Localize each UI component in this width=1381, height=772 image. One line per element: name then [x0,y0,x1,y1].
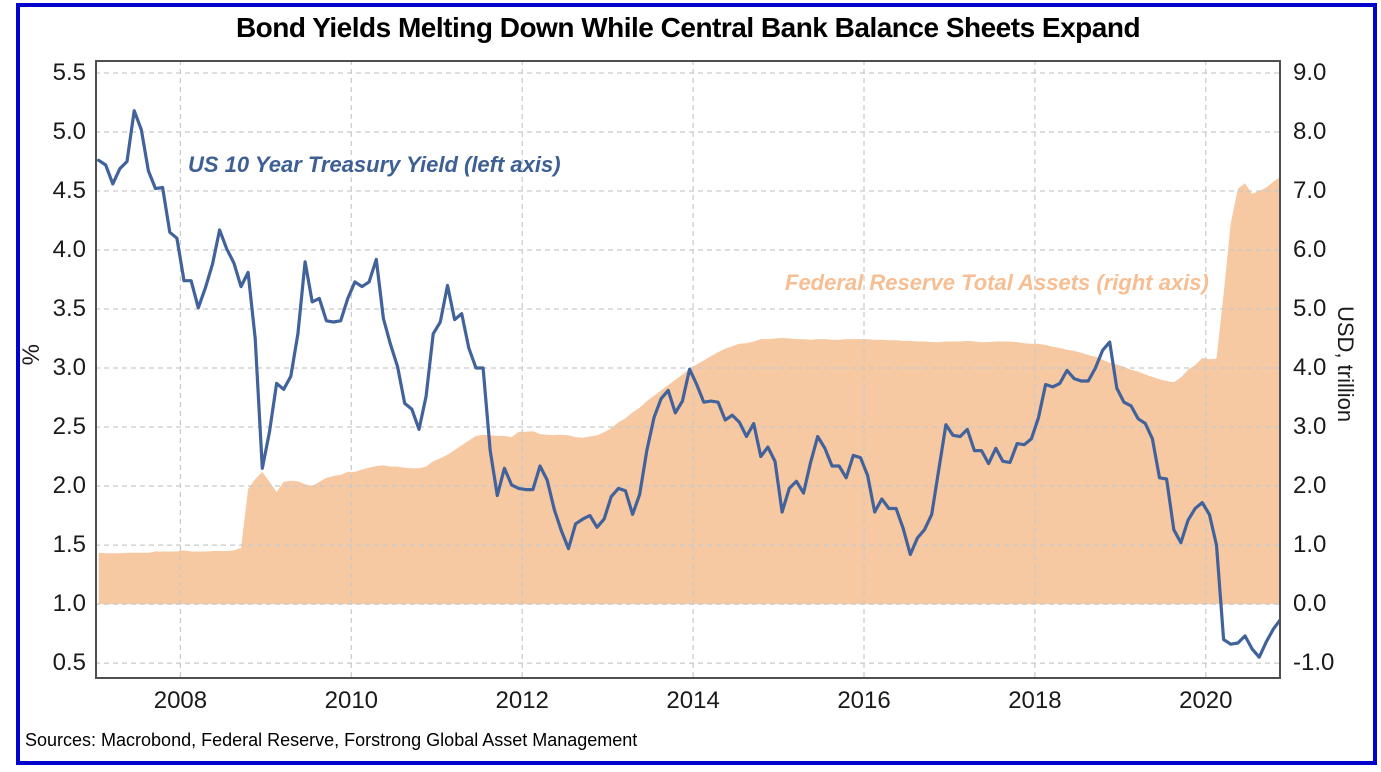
y-right-tick-label: 5.0 [1293,295,1327,323]
y-left-tick-label: 2.0 [52,472,86,500]
y-left-tick-label: 1.0 [52,590,86,618]
y-right-tick-label: 0.0 [1293,590,1327,618]
y-right-tick-label: 2.0 [1293,472,1327,500]
plot-area: US 10 Year Treasury Yield (left axis) Fe… [95,60,1281,679]
treasury-yield-line [96,109,1281,659]
plot-frame [95,60,1281,679]
y-left-tick-label: 1.5 [52,531,86,559]
y-left-tick-label: 3.5 [52,295,86,323]
x-tick-label: 2008 [153,687,208,714]
y-left-tick-label: 4.5 [52,176,86,204]
y-left-tick-label: 5.0 [52,117,86,145]
y-right-tick-label: 1.0 [1293,531,1327,559]
y-right-tick-label: 4.0 [1293,354,1327,382]
y-left-tick-label: 3.0 [52,354,86,382]
chart-title: Bond Yields Melting Down While Central B… [235,12,1141,43]
series-label-treasury-yield: US 10 Year Treasury Yield (left axis) [188,152,561,177]
right-axis-title: USD, trillion [1333,306,1358,423]
x-tick-label: 2016 [837,687,891,714]
x-tick-label: 2018 [1008,687,1062,714]
x-tick-label: 2020 [1179,687,1233,714]
y-left-tick-label: 4.0 [52,236,86,263]
x-tick-label: 2010 [324,687,379,714]
y-left-tick-label: 5.5 [52,58,86,86]
source-note: Sources: Macrobond, Federal Reserve, For… [25,730,638,750]
x-tick-label: 2012 [495,687,549,714]
series-label-fed-assets: Federal Reserve Total Assets (right axis… [785,270,1209,295]
y-right-tick-label: 8.0 [1293,117,1327,145]
plot-svg [95,60,1281,679]
y-right-tick-label: 6.0 [1293,236,1327,263]
y-left-tick-label: 2.5 [52,413,86,441]
y-left-tick-label: 0.5 [52,649,86,677]
y-right-tick-label: 3.0 [1293,413,1327,441]
x-tick-label: 2014 [666,687,720,714]
fed-assets-area [98,176,1281,605]
y-right-tick-label: 9.0 [1293,58,1327,86]
y-right-tick-label: -1.0 [1293,649,1335,677]
y-right-tick-label: 7.0 [1293,176,1327,204]
